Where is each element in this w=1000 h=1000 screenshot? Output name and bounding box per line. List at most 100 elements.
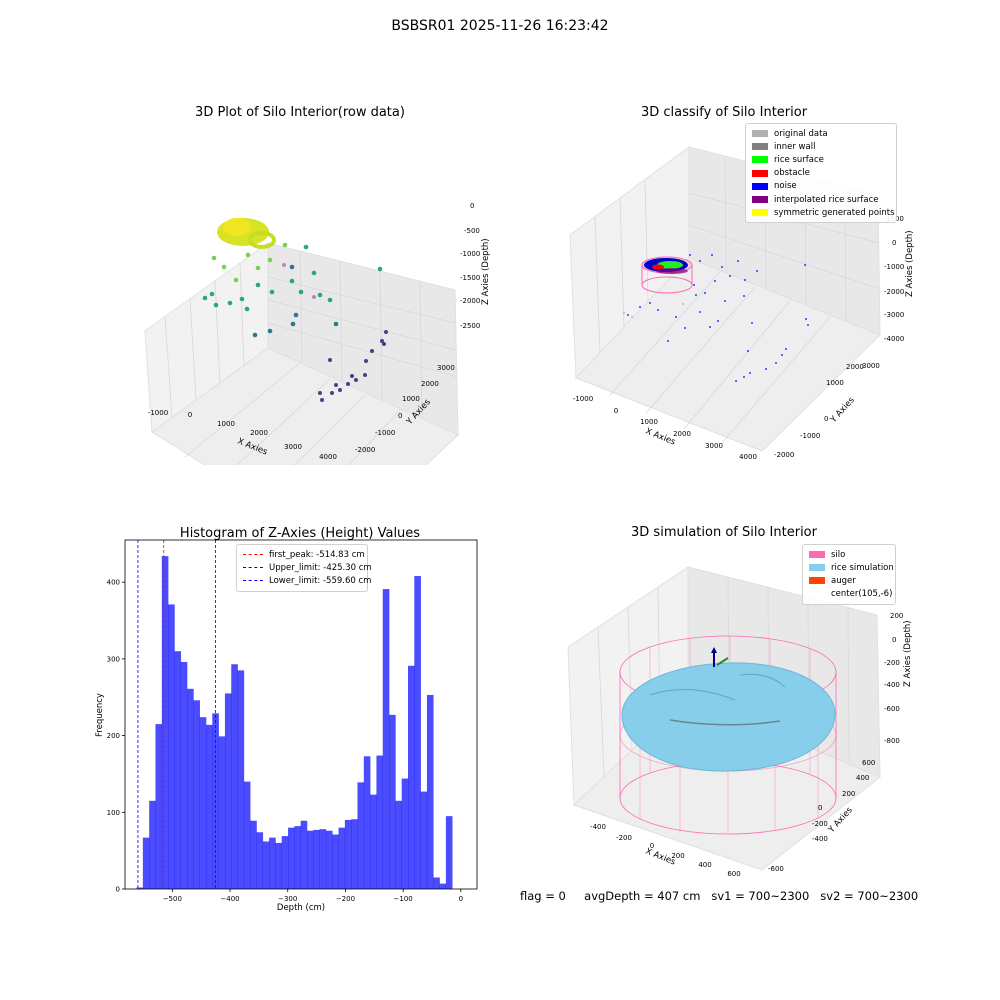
classify-ztick: -4000 <box>884 335 904 343</box>
histogram-bar <box>256 832 264 889</box>
raw-ytick: 0 <box>398 412 402 420</box>
classify-xtick: 2000 <box>673 430 691 438</box>
legend-line <box>243 580 263 582</box>
classify-x-ticks: -1000 0 1000 2000 3000 4000 <box>573 395 757 461</box>
raw-ztick: -1500 <box>460 274 480 282</box>
panel-classify-title: 3D classify of Silo Interior <box>641 105 808 120</box>
legend-label: first_peak: -514.83 cm <box>269 549 365 560</box>
classify-legend: original data inner wall rice surface ob… <box>745 123 897 224</box>
legend-swatch <box>752 130 768 138</box>
classify-ytick: -2000 <box>774 451 794 459</box>
legend-label: rice surface <box>774 154 824 165</box>
classify-ztick: 0 <box>892 239 896 247</box>
classify-ytick: 1000 <box>826 379 844 387</box>
histogram-xtick-label: −500 <box>163 895 182 903</box>
histogram-bar <box>306 830 314 889</box>
classify-xtick: 3000 <box>705 442 723 450</box>
legend-swatch <box>809 577 825 585</box>
legend-item-upper-limit: Upper_limit: -425.30 cm <box>243 561 372 574</box>
histogram-bar <box>187 688 194 889</box>
histogram-bar <box>363 756 371 889</box>
histogram-bar <box>344 819 352 889</box>
legend-label: obstacle <box>774 168 810 179</box>
simulation-ztick: -200 <box>884 659 900 667</box>
histogram-bar <box>351 819 358 889</box>
raw-xtick: 1000 <box>217 420 235 428</box>
histogram-bar <box>376 755 384 889</box>
histogram-bar <box>262 841 270 889</box>
histogram-bar <box>288 827 295 889</box>
histogram-bar <box>370 794 377 889</box>
simulation-legend: silo rice simulation auger center(105,-6… <box>802 544 896 605</box>
legend-label: symmetric generated points <box>774 207 895 218</box>
sv2-text: sv2 = 700~2300 <box>820 889 919 903</box>
rice-surface <box>621 662 836 772</box>
histogram-bar <box>193 700 200 889</box>
histogram-bar <box>401 778 409 889</box>
classify-ztick: -1000 <box>884 263 904 271</box>
simulation-ztick: -600 <box>884 705 900 713</box>
histogram-ytick-label: 400 <box>107 579 120 587</box>
histogram-bar <box>275 842 283 889</box>
histogram-bar <box>319 829 327 889</box>
histogram-bar <box>243 781 251 889</box>
histogram-bars <box>136 556 453 889</box>
histogram-bar <box>218 736 226 889</box>
histogram-bar <box>433 877 440 889</box>
legend-swatch <box>809 564 825 572</box>
classify-y-label: Y Axies <box>828 395 857 426</box>
simulation-ytick: -600 <box>768 865 784 873</box>
raw-ytick: -2000 <box>355 446 375 454</box>
legend-label: original data <box>774 128 828 139</box>
legend-item-symmetric: symmetric generated points <box>752 206 895 219</box>
simulation-xtick: 400 <box>698 861 711 869</box>
panel-simulation-3d: 3D simulation of Silo Interior -400 -200… <box>567 525 913 878</box>
histogram-bar <box>338 827 346 889</box>
figure-title: BSBSR01 2025-11-26 16:23:42 <box>391 18 609 34</box>
histogram-bar <box>237 670 245 889</box>
simulation-xtick: 0 <box>650 842 654 850</box>
raw-ytick: 3000 <box>437 364 455 372</box>
legend-label: inner wall <box>774 141 816 152</box>
histogram-bar <box>142 837 150 889</box>
histogram-frame <box>124 539 478 890</box>
simulation-ztick: 0 <box>892 636 896 644</box>
simulation-z-ticks: 200 0 -200 -400 -600 -800 <box>884 612 903 745</box>
panel-raw-title: 3D Plot of Silo Interior(row data) <box>195 105 405 120</box>
legend-item-silo: silo <box>809 548 889 561</box>
legend-item-center: center(105,-6) <box>809 588 892 601</box>
histogram-ytick-label: 300 <box>107 655 120 663</box>
classify-point-cloud <box>623 254 809 382</box>
histogram-bar <box>407 665 415 889</box>
classify-xtick: 4000 <box>739 453 757 461</box>
histogram-bar <box>281 836 289 889</box>
status-footer: flag = 0 avgDepth = 407 cm sv1 = 700~230… <box>520 889 918 903</box>
histogram-xtick-label: 0 <box>459 895 463 903</box>
histogram-x-label: Depth (cm) <box>277 903 325 913</box>
legend-label: noise <box>774 181 797 192</box>
legend-label: interpolated rice surface <box>774 194 879 205</box>
simulation-x-ticks: -400 -200 0 200 400 600 <box>590 823 741 878</box>
panel-raw-3d: 3D Plot of Silo Interior(row data) -1000… <box>144 105 491 465</box>
legend-swatch <box>752 169 768 177</box>
raw-ytick: 2000 <box>421 380 439 388</box>
histogram-bar <box>382 589 390 889</box>
legend-swatch <box>809 551 825 559</box>
histogram-bar <box>136 887 144 889</box>
auger-arrows <box>711 647 729 667</box>
raw-ztick: 0 <box>470 202 474 210</box>
histogram-legend: first_peak: -514.83 cm Upper_limit: -425… <box>236 544 372 592</box>
legend-label: auger <box>831 575 856 586</box>
raw-xtick: 0 <box>188 411 192 419</box>
simulation-ztick: -400 <box>884 681 900 689</box>
legend-label: Upper_limit: -425.30 cm <box>269 562 372 573</box>
simulation-xtick: 200 <box>671 852 684 860</box>
histogram-bar <box>389 714 396 889</box>
histogram-bar <box>199 717 207 889</box>
histogram-bar <box>300 820 308 889</box>
panel-classify-3d: 3D classify of Silo Interior -1000 0 100… <box>569 105 915 461</box>
histogram-bar <box>168 604 175 889</box>
histogram-bar <box>357 782 365 889</box>
classify-z-label: Z Axies (Depth) <box>905 230 915 297</box>
histogram-bar <box>325 830 333 889</box>
